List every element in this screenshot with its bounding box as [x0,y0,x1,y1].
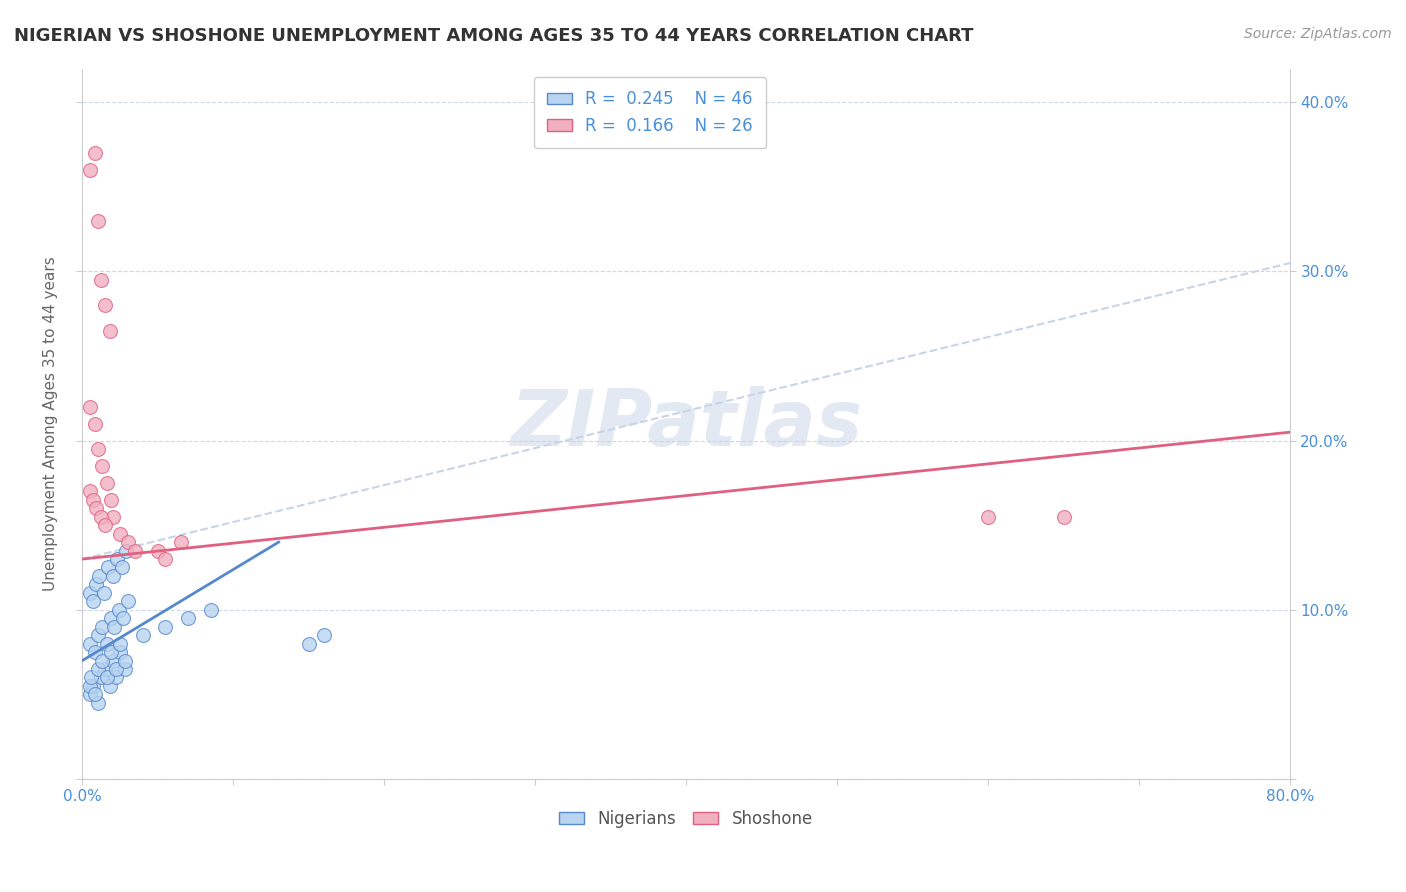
Point [86,662,108,676]
Point [1052,509,1074,524]
Point [298,637,321,651]
Point [83,146,105,161]
Point [87,569,110,583]
Point [146,543,169,558]
Point [117,535,139,549]
Point [96,475,118,490]
Point [82,492,104,507]
Point [124,543,146,558]
Point [108,645,131,659]
Point [101,653,124,667]
Point [312,628,335,642]
Point [977,509,1000,524]
Point [104,670,127,684]
Point [97,560,120,574]
Point [101,569,124,583]
Point [79,586,101,600]
Text: ZIPatlas: ZIPatlas [510,385,862,462]
Point [91,620,114,634]
Point [114,653,136,667]
Point [94,662,117,676]
Point [79,484,101,499]
Point [111,560,134,574]
Point [93,586,115,600]
Point [98,324,121,338]
Point [200,603,222,617]
Point [100,492,122,507]
Point [90,670,112,684]
Point [82,679,104,693]
Point [96,637,118,651]
Point [98,679,121,693]
Legend: Nigerians, Shoshone: Nigerians, Shoshone [553,803,820,835]
Point [79,679,101,693]
Point [104,662,127,676]
Point [115,543,138,558]
Point [86,696,108,710]
Point [83,417,105,431]
Point [86,628,108,642]
Point [108,637,131,651]
Text: NIGERIAN VS SHOSHONE UNEMPLOYMENT AMONG AGES 35 TO 44 YEARS CORRELATION CHART: NIGERIAN VS SHOSHONE UNEMPLOYMENT AMONG … [14,27,973,45]
Point [107,603,129,617]
Text: Source: ZipAtlas.com: Source: ZipAtlas.com [1244,27,1392,41]
Point [86,442,108,456]
Point [155,552,177,566]
Point [82,594,104,608]
Point [100,611,122,625]
Point [83,645,105,659]
Point [96,670,118,684]
Point [132,628,155,642]
Point [114,662,136,676]
Point [94,518,117,533]
Point [79,687,101,701]
Point [94,298,117,312]
Point [79,637,101,651]
Point [91,458,114,473]
Point [84,577,107,591]
Point [84,501,107,516]
Point [83,687,105,701]
Point [90,273,112,287]
Point [86,213,108,227]
Point [105,552,128,566]
Point [79,400,101,414]
Point [100,645,122,659]
Point [169,535,191,549]
Point [79,163,101,178]
Point [91,653,114,667]
Point [112,611,135,625]
Point [117,594,139,608]
Point [177,611,200,625]
Point [108,526,131,541]
Point [80,670,103,684]
Point [90,509,112,524]
Point [155,620,177,634]
Point [103,620,125,634]
Point [101,509,124,524]
Y-axis label: Unemployment Among Ages 35 to 44 years: Unemployment Among Ages 35 to 44 years [44,256,58,591]
